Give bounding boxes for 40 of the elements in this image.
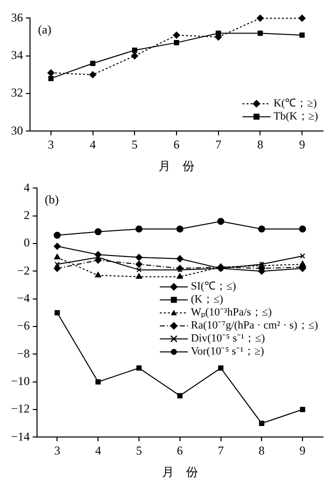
legend-label: Vor(10⁻⁵ s⁻¹；≥): [190, 346, 264, 358]
legend-label: SI(℃；≤): [190, 280, 236, 293]
annotation: (a): [38, 22, 52, 36]
x-tick-label: 5: [136, 444, 142, 458]
y-tick-label: −4: [16, 291, 30, 306]
x-tick-label: 6: [176, 444, 183, 458]
x-tick-label: 8: [257, 138, 264, 152]
x-tick-label: 9: [300, 444, 306, 458]
y-tick-label: −12: [10, 402, 30, 416]
y-tick-label: −6: [16, 318, 30, 333]
y-tick-label: 2: [24, 208, 30, 222]
x-tick-label: 3: [54, 444, 60, 458]
x-tick-label: 4: [90, 138, 96, 152]
y-tick-label: −14: [10, 429, 30, 444]
x-tick-label: 9: [299, 138, 306, 152]
x-axis-title: 月 份: [158, 158, 194, 173]
x-axis-title: 月 份: [162, 464, 198, 479]
y-tick-label: −8: [16, 346, 30, 360]
annotation: (b): [44, 192, 59, 206]
x-tick-label: 5: [132, 138, 138, 152]
legend-label: Tb(K；≥): [273, 110, 318, 123]
y-tick-label: −10: [10, 374, 30, 388]
y-tick-label: 30: [11, 123, 23, 138]
x-tick-label: 8: [258, 444, 265, 458]
legend-label: K(℃；≥): [273, 98, 318, 110]
x-tick-label: 7: [218, 444, 224, 458]
x-tick-label: 6: [174, 138, 180, 152]
y-tick-label: −2: [16, 263, 30, 278]
y-tick-label: 4: [24, 180, 30, 194]
legend-label: Wₚ(10⁻³hPa/s；≤): [190, 306, 272, 319]
legend-label: (K；≤): [190, 294, 224, 306]
y-tick-label: 32: [11, 86, 23, 100]
legend-label: Div(10⁻⁵ s⁻¹；≤): [190, 332, 266, 345]
legend-label: Ra(10⁻⁷g/(hPa · cm² · s)；≤): [190, 320, 318, 332]
y-tick-label: 34: [11, 48, 23, 62]
y-tick-label: 0: [24, 236, 30, 250]
y-tick-label: 36: [11, 10, 23, 24]
x-tick-label: 3: [48, 138, 54, 152]
x-tick-label: 7: [215, 138, 222, 152]
x-tick-label: 4: [95, 444, 102, 458]
